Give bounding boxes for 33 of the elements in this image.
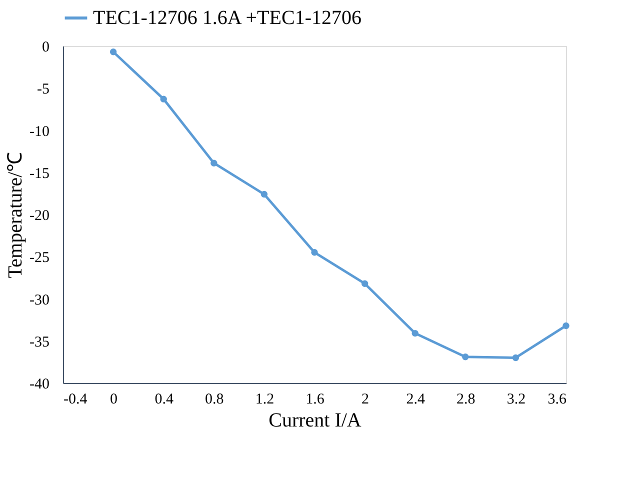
x-tick-label: 3.6	[548, 392, 567, 408]
x-tick-label: 0.4	[154, 392, 174, 408]
y-axis-title: Temperature/℃	[4, 152, 27, 278]
point	[412, 330, 418, 337]
legend-label: TEC1-12706 1.6A +TEC1-12706	[93, 7, 362, 29]
x-axis-title: Current I/A	[268, 410, 362, 432]
point	[512, 354, 520, 362]
y-tick-label: -20	[30, 208, 50, 224]
y-tick-label: -35	[30, 334, 50, 350]
y-tick-label: -40	[30, 376, 50, 392]
x-tick-label: -0.4	[64, 392, 88, 408]
point	[562, 322, 570, 330]
y-tick-label: -15	[30, 166, 50, 182]
point	[210, 160, 218, 166]
point	[160, 96, 167, 102]
point	[110, 48, 117, 56]
y-tick-label: 0	[42, 40, 50, 56]
x-tick-label: 0.8	[205, 392, 224, 408]
point	[462, 354, 469, 360]
x-tick-label: 2.8	[456, 392, 476, 408]
x-tick-label: 0	[110, 392, 118, 408]
point	[311, 249, 318, 256]
point	[260, 190, 268, 198]
x-tick-label: 1.2	[255, 392, 274, 408]
point	[361, 280, 368, 287]
y-tick-label: -25	[30, 250, 50, 266]
x-tick-label: 2	[362, 392, 370, 408]
x-tick-label: 2.4	[406, 392, 426, 408]
x-tick-label: 1.6	[306, 392, 325, 408]
y-tick-label: -5	[37, 82, 50, 98]
y-tick-label: -10	[30, 124, 50, 140]
x-tick-label: 3.2	[506, 392, 526, 408]
y-tick-label: -30	[30, 292, 50, 308]
